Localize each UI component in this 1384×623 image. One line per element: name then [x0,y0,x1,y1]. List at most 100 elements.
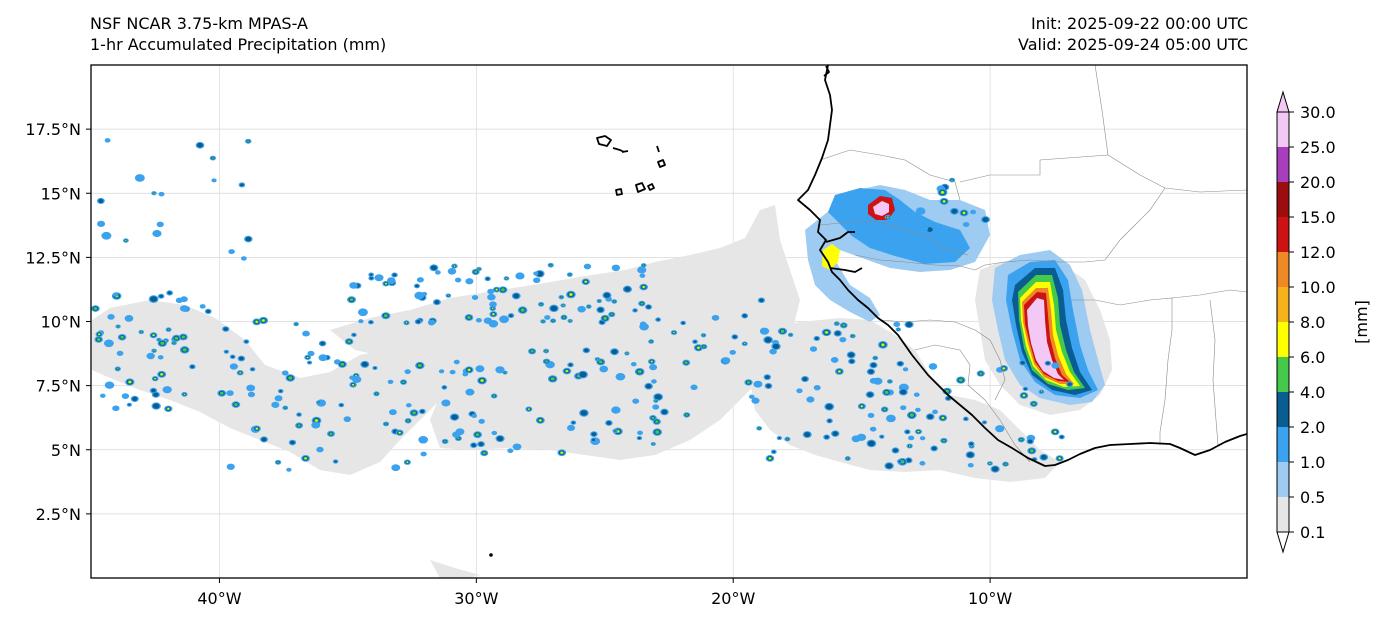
convective-cell [360,360,370,368]
convective-cell [507,313,515,319]
convective-cell [802,431,812,439]
convective-cell [415,361,425,370]
convective-cell [839,336,847,343]
convective-cell [1029,400,1038,407]
convective-cell [274,459,282,465]
convective-cell [148,295,159,303]
convective-cell [271,401,280,408]
convective-cell [970,209,977,215]
convective-cell [249,367,256,372]
colorbar-tick-label: 15.0 [1300,208,1336,227]
precip-band-inland-30 [1027,298,1064,380]
convective-cell [146,352,155,360]
lon-tick-label: 20°W [711,589,755,608]
longitude-axis: 40°W 30°W 20°W 10°W [197,578,1012,608]
lon-tick-label: 40°W [197,589,241,608]
convective-cell [517,306,528,314]
convective-cell [480,449,489,457]
convective-cell [151,402,161,410]
colorbar-segment [1277,217,1289,252]
convective-cell [891,447,900,454]
convective-cell [445,293,452,298]
convective-cell [652,418,661,425]
precip-area-central [330,205,800,460]
convective-cell [358,319,364,324]
precip-cell-coast [822,244,840,270]
convective-cell [302,330,310,337]
convective-cell [562,367,572,375]
convective-cell [151,391,160,398]
convective-cell [640,263,647,268]
convective-cell [872,355,879,361]
convective-cell [1055,455,1064,462]
moderate-precip-field [805,185,1105,405]
convective-cell [787,332,794,337]
convective-cell [830,357,839,363]
convective-cell [826,418,833,424]
convective-cell [608,311,616,318]
convective-cell [611,406,621,414]
convective-cell [869,377,878,384]
convective-cell [171,340,177,346]
convective-cell [226,463,235,470]
convective-cell [307,350,315,357]
convective-cell [771,342,781,350]
convective-cell [932,409,938,415]
colorbar-tick-label: 2.0 [1300,418,1325,437]
convective-cell [503,276,510,281]
convective-cell [590,431,598,437]
convective-cell [821,328,832,337]
colorbar-segment [1277,392,1289,427]
convective-cell [896,459,903,464]
convective-cell [922,226,929,231]
convective-cell [813,336,821,342]
convective-cell [96,197,105,204]
convective-cell [288,439,297,446]
colorbar-tick-label: 6.0 [1300,348,1325,367]
colorbar-tick-label: 12.0 [1300,243,1336,262]
convective-cell [388,409,397,416]
convective-cell [806,396,815,403]
precip-area-south [430,560,480,578]
convective-cell [414,319,422,325]
convective-cell [680,320,687,326]
convective-cell [471,295,479,300]
convective-cell [301,454,310,462]
convective-cell [286,467,292,472]
convective-cell [848,358,856,365]
convective-cell [97,220,106,227]
cape-verde-sal [656,145,660,153]
convective-cell [352,375,362,384]
colorbar-segment [1277,462,1289,497]
convective-cell [630,362,637,367]
convective-cell [449,369,456,375]
convective-cell [906,443,913,449]
convective-cell [851,435,861,443]
convective-cell [490,393,498,399]
convective-cell [338,402,345,408]
convective-cell [465,278,474,285]
convective-cell [282,405,289,411]
convective-cell [900,405,907,411]
colorbar-tick-label: 8.0 [1300,313,1325,332]
convective-cell [483,317,493,324]
convective-cell [682,359,691,366]
init-time: Init: 2025-09-22 00:00 UTC [1030,14,1248,33]
convective-cell [512,443,522,451]
convective-cell [452,431,461,438]
lat-tick-label: 10°N [41,313,81,332]
colorbar-tick-label: 30.0 [1300,103,1336,122]
convective-cell [151,348,157,353]
convective-cell [731,334,739,340]
convective-cell [570,420,577,425]
convective-cell [151,191,157,196]
convective-cell [491,430,498,436]
convective-cell [596,306,605,314]
convective-cell [403,459,411,465]
convective-cell [611,264,621,272]
convective-cell [327,430,336,437]
convective-cell [315,400,322,405]
convective-cell [869,362,878,369]
convective-cell [91,305,100,312]
convective-cell [240,256,247,261]
